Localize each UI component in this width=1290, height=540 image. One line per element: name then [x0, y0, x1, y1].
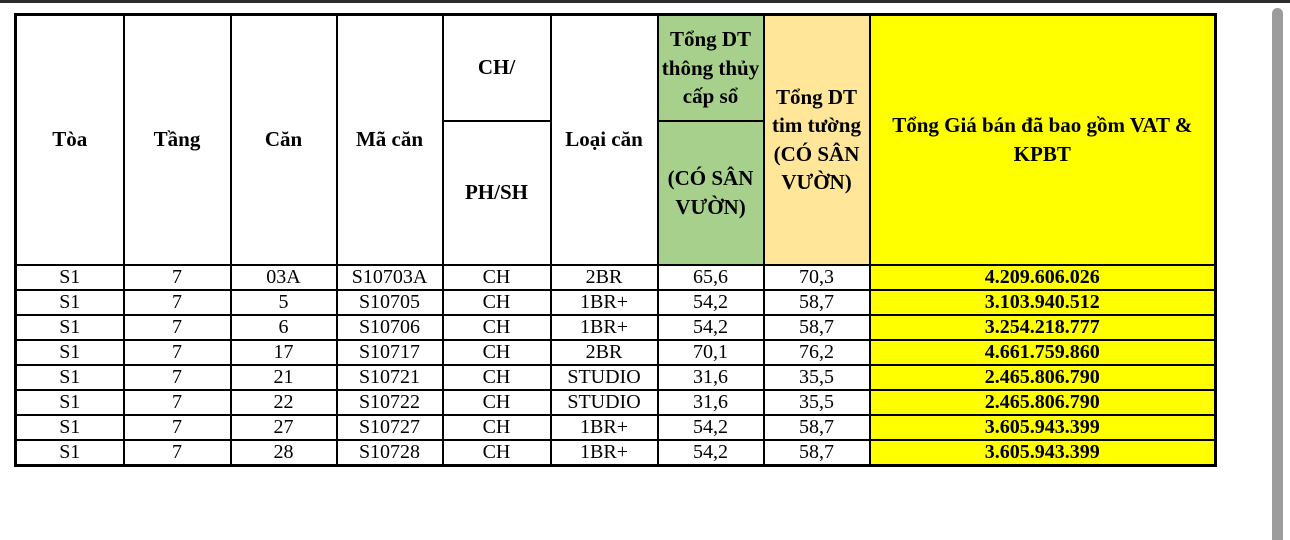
- table-row: S1 7 27 S10727 CH 1BR+ 54,2 58,7 3.605.9…: [14, 413, 1217, 441]
- cell-dt-tim-tuong: 70,3: [762, 263, 871, 291]
- cell-dt-tim-tuong: 58,7: [762, 288, 871, 316]
- cell-loai-can: 1BR+: [549, 288, 659, 316]
- cell-dt-tim-tuong: 76,2: [762, 338, 871, 366]
- cell-toa: S1: [14, 413, 125, 441]
- cell-ma-can: S10722: [335, 388, 444, 416]
- cell-can: 5: [229, 288, 338, 316]
- cell-loai-can: STUDIO: [549, 388, 659, 416]
- cell-loai-can: 1BR+: [549, 438, 659, 466]
- cell-ch: CH: [441, 338, 552, 366]
- cell-dt-tim-tuong: 58,7: [762, 438, 871, 466]
- cell-loai-can: 1BR+: [549, 413, 659, 441]
- table-row: S1 7 21 S10721 CH STUDIO 31,6 35,5 2.465…: [14, 363, 1217, 391]
- header-row-top: Tòa Tầng Căn Mã căn CH/ Loại căn Tổng DT…: [14, 13, 1217, 266]
- cell-price: 3.254.218.777: [868, 313, 1217, 341]
- cell-dt-thong-thuy: 54,2: [656, 288, 765, 316]
- cell-tang: 7: [122, 288, 232, 316]
- vertical-scrollbar-thumb[interactable]: [1272, 8, 1283, 540]
- cell-dt-tim-tuong: 35,5: [762, 363, 871, 391]
- header-dt-thong-thuy-sub: (CÓ SÂN VƯỜN): [656, 119, 765, 266]
- header-dt-thong-thuy: Tổng DT thông thủy cấp sổ: [656, 13, 765, 122]
- cell-ma-can: S10706: [335, 313, 444, 341]
- table-row: S1 7 28 S10728 CH 1BR+ 54,2 58,7 3.605.9…: [14, 438, 1217, 466]
- cell-ma-can: S10721: [335, 363, 444, 391]
- header-row-bottom: PH/SH (CÓ SÂN VƯỜN): [16, 119, 1216, 266]
- cell-toa: S1: [14, 438, 125, 466]
- cell-tang: 7: [122, 438, 232, 466]
- cell-price: 3.605.943.399: [868, 413, 1217, 441]
- cell-ch: CH: [441, 288, 552, 316]
- cell-price: 3.103.940.512: [868, 288, 1217, 316]
- cell-tang: 7: [122, 263, 232, 291]
- cell-dt-thong-thuy: 70,1: [656, 338, 765, 366]
- cell-ch: CH: [441, 363, 552, 391]
- cell-tang: 7: [122, 363, 232, 391]
- cell-dt-tim-tuong: 35,5: [762, 388, 871, 416]
- cell-dt-thong-thuy: 54,2: [656, 413, 765, 441]
- cell-dt-thong-thuy: 31,6: [656, 388, 765, 416]
- cell-ch: CH: [441, 438, 552, 466]
- table-row: S1 7 5 S10705 CH 1BR+ 54,2 58,7 3.103.94…: [14, 288, 1217, 316]
- table-row: S1 7 6 S10706 CH 1BR+ 54,2 58,7 3.254.21…: [14, 313, 1217, 341]
- cell-price: 2.465.806.790: [868, 363, 1217, 391]
- cell-ma-can: S10705: [335, 288, 444, 316]
- cell-dt-thong-thuy: 31,6: [656, 363, 765, 391]
- cell-can: 27: [229, 413, 338, 441]
- cell-toa: S1: [14, 388, 125, 416]
- cell-ch: CH: [441, 313, 552, 341]
- cell-toa: S1: [14, 313, 125, 341]
- cell-ma-can: S10703A: [335, 263, 444, 291]
- cell-loai-can: 2BR: [549, 338, 659, 366]
- cell-ch: CH: [441, 413, 552, 441]
- cell-loai-can: STUDIO: [549, 363, 659, 391]
- cell-tang: 7: [122, 388, 232, 416]
- header-tang: Tầng: [122, 13, 232, 266]
- header-toa: Tòa: [14, 13, 125, 266]
- cell-dt-thong-thuy: 54,2: [656, 438, 765, 466]
- cell-price: 4.661.759.860: [868, 338, 1217, 366]
- header-ma-can: Mã căn: [335, 13, 444, 266]
- cell-dt-thong-thuy: 54,2: [656, 313, 765, 341]
- header-ch: CH/: [441, 13, 552, 122]
- cell-can: 03A: [229, 263, 338, 291]
- header-dt-tim-tuong: Tổng DT tim tường (CÓ SÂN VƯỜN): [762, 13, 871, 266]
- cell-can: 28: [229, 438, 338, 466]
- cell-can: 22: [229, 388, 338, 416]
- cell-ma-can: S10727: [335, 413, 444, 441]
- cell-tang: 7: [122, 313, 232, 341]
- apartment-price-table: Tòa Tầng Căn Mã căn CH/ Loại căn Tổng DT…: [14, 13, 1217, 467]
- cell-toa: S1: [14, 263, 125, 291]
- cell-toa: S1: [14, 363, 125, 391]
- table-row: S1 7 03A S10703A CH 2BR 65,6 70,3 4.209.…: [14, 263, 1217, 291]
- cell-dt-thong-thuy: 65,6: [656, 263, 765, 291]
- top-divider-line: [0, 0, 1290, 3]
- cell-can: 6: [229, 313, 338, 341]
- cell-toa: S1: [14, 338, 125, 366]
- cell-tang: 7: [122, 413, 232, 441]
- cell-toa: S1: [14, 288, 125, 316]
- header-gia-ban: Tổng Giá bán đã bao gồm VAT & KPBT: [868, 13, 1217, 266]
- cell-can: 17: [229, 338, 338, 366]
- cell-price: 2.465.806.790: [868, 388, 1217, 416]
- header-ph-sh: PH/SH: [441, 119, 552, 266]
- cell-ch: CH: [441, 388, 552, 416]
- cell-ma-can: S10717: [335, 338, 444, 366]
- cell-loai-can: 1BR+: [549, 313, 659, 341]
- header-can: Căn: [229, 13, 338, 266]
- cell-dt-tim-tuong: 58,7: [762, 313, 871, 341]
- cell-loai-can: 2BR: [549, 263, 659, 291]
- cell-can: 21: [229, 363, 338, 391]
- table-row: S1 7 22 S10722 CH STUDIO 31,6 35,5 2.465…: [14, 388, 1217, 416]
- cell-price: 3.605.943.399: [868, 438, 1217, 466]
- cell-dt-tim-tuong: 58,7: [762, 413, 871, 441]
- table-row: S1 7 17 S10717 CH 2BR 70,1 76,2 4.661.75…: [14, 338, 1217, 366]
- cell-ma-can: S10728: [335, 438, 444, 466]
- cell-tang: 7: [122, 338, 232, 366]
- cell-ch: CH: [441, 263, 552, 291]
- header-loai-can: Loại căn: [549, 13, 659, 266]
- cell-price: 4.209.606.026: [868, 263, 1217, 291]
